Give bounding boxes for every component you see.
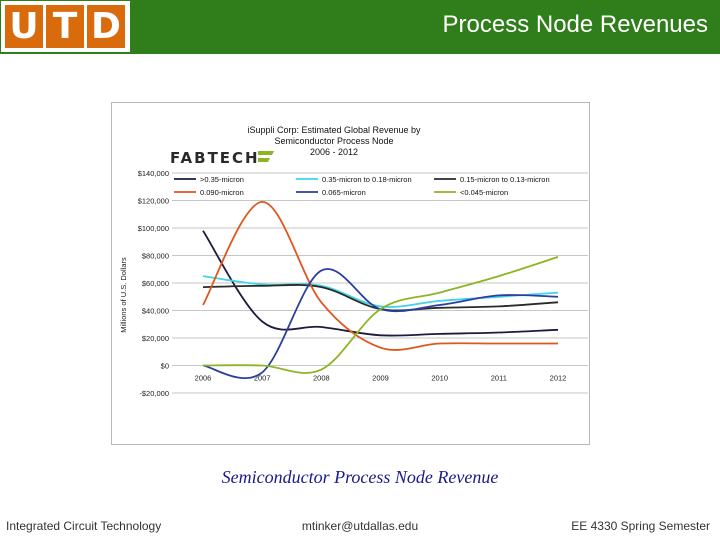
legend-label: 0.065-micron bbox=[322, 188, 366, 197]
legend-label: >0.35-micron bbox=[200, 175, 244, 184]
logo-letter-u: U bbox=[5, 5, 43, 48]
slide-title: Process Node Revenues bbox=[442, 11, 708, 38]
revenue-line-chart: iSuppli Corp: Estimated Global Revenue b… bbox=[119, 125, 588, 398]
y-axis-label: Millions of U.S. Dollars bbox=[119, 257, 128, 333]
fabtech-logo: FABTECH bbox=[170, 149, 260, 167]
legend-label: <0.045-micron bbox=[460, 188, 508, 197]
legend-label: 0.090-micron bbox=[200, 188, 244, 197]
legend-label: 0.35-micron to 0.18-micron bbox=[322, 175, 412, 184]
y-tick-label: $140,000 bbox=[138, 169, 169, 178]
chart-title-line: iSuppli Corp: Estimated Global Revenue b… bbox=[247, 125, 421, 135]
series-line-1 bbox=[202, 275, 559, 308]
fabtech-logo-mark bbox=[258, 151, 274, 162]
x-tick-label: 2006 bbox=[195, 374, 212, 383]
y-tick-label: $0 bbox=[161, 362, 169, 371]
legend-label: 0.15-micron to 0.13-micron bbox=[460, 175, 550, 184]
y-tick-label: $100,000 bbox=[138, 224, 169, 233]
y-tick-label: $60,000 bbox=[142, 279, 169, 288]
chart-title-line: 2006 - 2012 bbox=[310, 147, 358, 157]
logo-letter-t: T bbox=[46, 5, 84, 48]
series-line-4 bbox=[202, 268, 559, 379]
utd-logo: U T D bbox=[1, 1, 130, 52]
title-bar: U T D Process Node Revenues bbox=[0, 0, 720, 54]
chart-title-line: Semiconductor Process Node bbox=[274, 136, 393, 146]
footer-email: mtinker@utdallas.edu bbox=[301, 519, 419, 533]
y-tick-label: $120,000 bbox=[138, 197, 169, 206]
x-tick-label: 2011 bbox=[491, 374, 507, 383]
figure-caption: Semiconductor Process Node Revenue bbox=[221, 467, 499, 487]
footer-course: Integrated Circuit Technology bbox=[6, 519, 162, 533]
series-line-3 bbox=[202, 200, 558, 351]
y-tick-label: $40,000 bbox=[142, 307, 169, 316]
x-tick-label: 2007 bbox=[254, 374, 271, 383]
x-tick-label: 2010 bbox=[431, 374, 448, 383]
y-tick-label: $80,000 bbox=[142, 252, 169, 261]
x-tick-label: 2012 bbox=[550, 374, 567, 383]
logo-letter-d: D bbox=[87, 5, 125, 48]
footer-semester: EE 4330 Spring Semester bbox=[571, 519, 710, 533]
x-tick-label: 2009 bbox=[372, 374, 389, 383]
x-tick-label: 2008 bbox=[313, 374, 330, 383]
series-line-0 bbox=[202, 230, 559, 337]
y-tick-label: $20,000 bbox=[142, 334, 169, 343]
chart-frame: iSuppli Corp: Estimated Global Revenue b… bbox=[111, 102, 590, 445]
y-tick-label: -$20,000 bbox=[139, 389, 169, 398]
series-line-5 bbox=[202, 256, 559, 374]
